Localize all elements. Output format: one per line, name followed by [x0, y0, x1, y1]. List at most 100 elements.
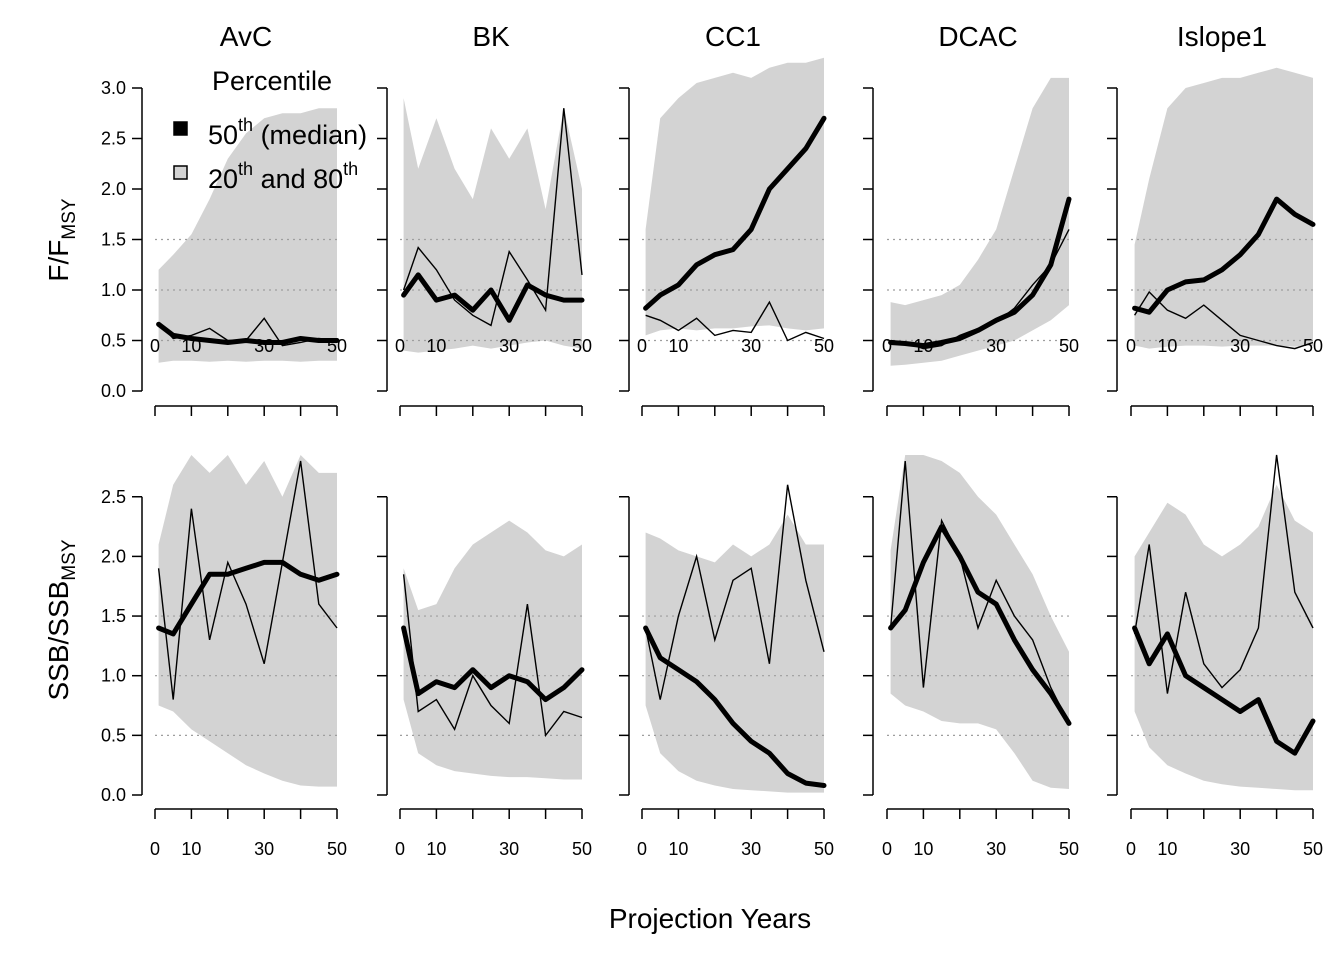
x-tick-label: 50 — [1303, 336, 1323, 356]
y-tick-label: 0.5 — [101, 725, 126, 745]
simulation-line — [889, 460, 1070, 724]
x-tick-label: 50 — [1059, 336, 1079, 356]
x-tick-label: 0 — [637, 336, 647, 356]
legend-median-label: 50th (median) — [208, 115, 367, 150]
x-tick-label: 0 — [1126, 839, 1136, 859]
percentile-band — [645, 514, 824, 793]
percentile-band — [890, 77, 1069, 366]
x-axis-label: Projection Years — [609, 903, 811, 934]
panel-dcac-f: 0 10 30 50 DCAC — [863, 21, 1079, 416]
x-tick-label: 10 — [913, 336, 933, 356]
panel-cc1-ssb: 0 10 30 50 — [619, 484, 834, 859]
y-tick-label: 1.5 — [101, 606, 126, 626]
y-tick-label: 0.5 — [101, 331, 126, 351]
panel-title: Islope1 — [1177, 21, 1267, 52]
median-line — [888, 524, 1072, 726]
y-tick-label: 1.0 — [101, 666, 126, 686]
percentile-band — [645, 57, 824, 336]
y-tick-label: 2.0 — [101, 179, 126, 199]
simulation-line — [645, 300, 825, 342]
legend-median-swatch — [173, 121, 188, 136]
x-tick-label: 10 — [181, 839, 201, 859]
median-line — [156, 559, 340, 637]
x-tick-label: 50 — [572, 336, 592, 356]
median-line — [643, 115, 827, 311]
legend-title: Percentile — [212, 66, 332, 96]
x-tick-label: 30 — [741, 839, 761, 859]
x-tick-label: 50 — [814, 336, 834, 356]
x-tick-label: 30 — [499, 336, 519, 356]
panel-title: AvC — [220, 21, 272, 52]
median-line — [888, 196, 1072, 349]
panel-title: CC1 — [705, 21, 761, 52]
median-line — [1132, 625, 1316, 756]
x-tick-label: 30 — [1230, 839, 1250, 859]
median-line — [401, 272, 585, 323]
y-tick-label: 0.0 — [101, 785, 126, 805]
panel-title: BK — [472, 21, 510, 52]
percentile-band — [403, 520, 582, 780]
median-line — [1132, 196, 1316, 315]
percentile-band — [158, 108, 337, 363]
y-tick-label: 2.5 — [101, 487, 126, 507]
x-tick-label: 0 — [395, 336, 405, 356]
simulation-line — [1134, 290, 1314, 350]
x-tick-label: 0 — [882, 336, 892, 356]
panel-islope1-ssb: 0 10 30 50 — [1107, 454, 1323, 859]
x-tick-label: 10 — [1157, 839, 1177, 859]
x-tick-label: 50 — [1303, 839, 1323, 859]
x-tick-label: 50 — [327, 839, 347, 859]
x-tick-label: 10 — [668, 336, 688, 356]
x-tick-label: 10 — [913, 839, 933, 859]
y-label-top: F/FMSY — [43, 198, 80, 282]
x-tick-label: 10 — [181, 336, 201, 356]
y-tick-label: 2.0 — [101, 546, 126, 566]
x-tick-label: 30 — [741, 336, 761, 356]
y-tick-label: 0.0 — [101, 381, 126, 401]
x-tick-label: 0 — [1126, 336, 1136, 356]
x-tick-label: 0 — [395, 839, 405, 859]
x-tick-label: 30 — [1230, 336, 1250, 356]
panel-title: DCAC — [938, 21, 1017, 52]
simulation-line — [402, 574, 583, 738]
x-tick-label: 50 — [814, 839, 834, 859]
panel-bk-ssb: 0 10 30 50 — [377, 496, 592, 859]
median-line — [156, 321, 340, 345]
median-line — [401, 625, 585, 703]
percentile-band — [403, 98, 582, 353]
panel-islope1-f: 0 10 30 50 Islope1 — [1107, 21, 1323, 416]
panel-cc1-f: 0 10 30 50 CC1 — [619, 21, 834, 416]
y-tick-label: 1.0 — [101, 280, 126, 300]
simulation-line — [402, 108, 583, 327]
percentile-band — [1134, 484, 1313, 791]
x-tick-label: 30 — [986, 336, 1006, 356]
x-tick-label: 0 — [882, 839, 892, 859]
median-line — [643, 625, 827, 788]
legend-band-swatch — [173, 165, 188, 180]
x-tick-label: 10 — [426, 839, 446, 859]
x-tick-label: 10 — [1157, 336, 1177, 356]
x-tick-label: 30 — [254, 839, 274, 859]
y-label-bottom: SSB/SSBMSY — [43, 539, 80, 700]
x-tick-label: 0 — [150, 839, 160, 859]
x-tick-label: 50 — [327, 336, 347, 356]
percentile-band — [1134, 67, 1313, 349]
panels-layer: 0.0 0.5 1.0 1.5 2.0 2.5 3.0 0 10 30 50 AvC 0 10 30 50 BK… — [101, 21, 1323, 859]
x-tick-label: 10 — [426, 336, 446, 356]
x-tick-label: 30 — [986, 839, 1006, 859]
x-tick-label: 50 — [572, 839, 592, 859]
panel-dcac-ssb: 0 10 30 50 — [863, 455, 1079, 859]
y-tick-label: 1.5 — [101, 230, 126, 250]
simulation-line — [157, 460, 338, 700]
x-tick-label: 50 — [1059, 839, 1079, 859]
panel-bk-f: 0 10 30 50 BK — [377, 21, 592, 416]
x-tick-label: 0 — [637, 839, 647, 859]
y-tick-label: 3.0 — [101, 78, 126, 98]
simulation-line — [644, 484, 825, 700]
y-tick-label: 2.5 — [101, 129, 126, 149]
x-tick-label: 30 — [499, 839, 519, 859]
legend-band-label: 20th and 80th — [208, 159, 358, 194]
panel-avc-ssb: 0.0 0.5 1.0 1.5 2.0 2.5 0 10 30 50 — [101, 455, 347, 859]
panel-avc-f: 0.0 0.5 1.0 1.5 2.0 2.5 3.0 0 10 30 50 AvC — [101, 21, 347, 416]
